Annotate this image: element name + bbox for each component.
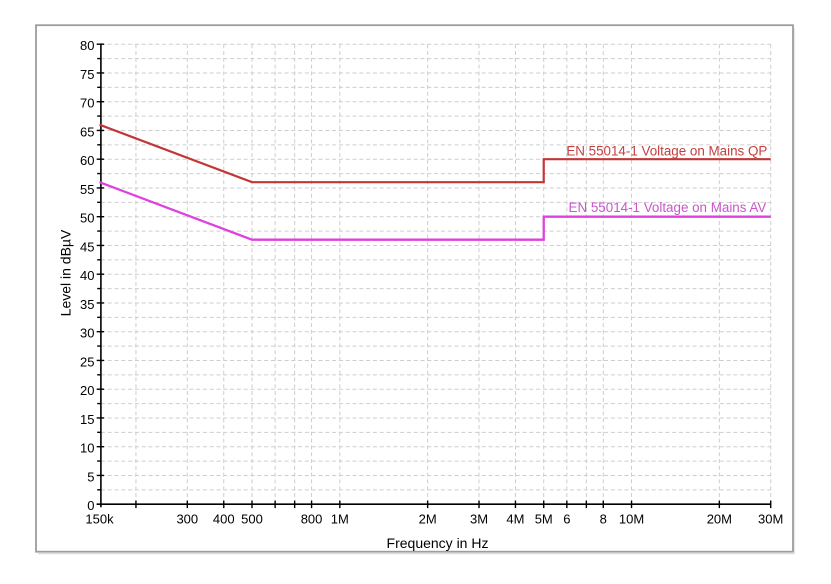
svg-text:2M: 2M <box>419 512 437 527</box>
svg-text:500: 500 <box>241 512 263 527</box>
svg-text:20: 20 <box>80 383 94 398</box>
svg-text:30M: 30M <box>758 512 783 527</box>
svg-text:800: 800 <box>301 512 323 527</box>
svg-text:4M: 4M <box>506 512 524 527</box>
svg-text:8: 8 <box>600 512 607 527</box>
svg-text:300: 300 <box>176 512 198 527</box>
svg-text:10M: 10M <box>619 512 644 527</box>
svg-text:5M: 5M <box>535 512 553 527</box>
svg-text:20M: 20M <box>707 512 732 527</box>
svg-text:75: 75 <box>80 67 94 82</box>
svg-text:5: 5 <box>87 469 94 484</box>
svg-text:15: 15 <box>80 412 94 427</box>
svg-text:400: 400 <box>213 512 235 527</box>
svg-text:35: 35 <box>80 297 94 312</box>
svg-text:60: 60 <box>80 153 94 168</box>
svg-text:EN 55014-1 Voltage on Mains QP: EN 55014-1 Voltage on Mains QP <box>566 143 767 158</box>
svg-text:1M: 1M <box>331 512 349 527</box>
svg-text:80: 80 <box>80 38 94 53</box>
svg-text:45: 45 <box>80 239 94 254</box>
svg-text:3M: 3M <box>470 512 488 527</box>
svg-text:Level in dBµV: Level in dBµV <box>57 229 73 316</box>
svg-text:55: 55 <box>80 182 94 197</box>
svg-text:40: 40 <box>80 268 94 283</box>
svg-text:25: 25 <box>80 354 94 369</box>
svg-text:6: 6 <box>563 512 570 527</box>
svg-text:0: 0 <box>87 498 94 513</box>
svg-text:70: 70 <box>80 96 94 111</box>
svg-text:65: 65 <box>80 124 94 139</box>
svg-text:Frequency in Hz: Frequency in Hz <box>387 535 489 551</box>
svg-text:150k: 150k <box>85 512 114 527</box>
svg-text:50: 50 <box>80 211 94 226</box>
svg-text:10: 10 <box>80 441 94 456</box>
svg-text:EN 55014-1 Voltage on Mains AV: EN 55014-1 Voltage on Mains AV <box>569 200 767 215</box>
svg-text:30: 30 <box>80 326 94 341</box>
